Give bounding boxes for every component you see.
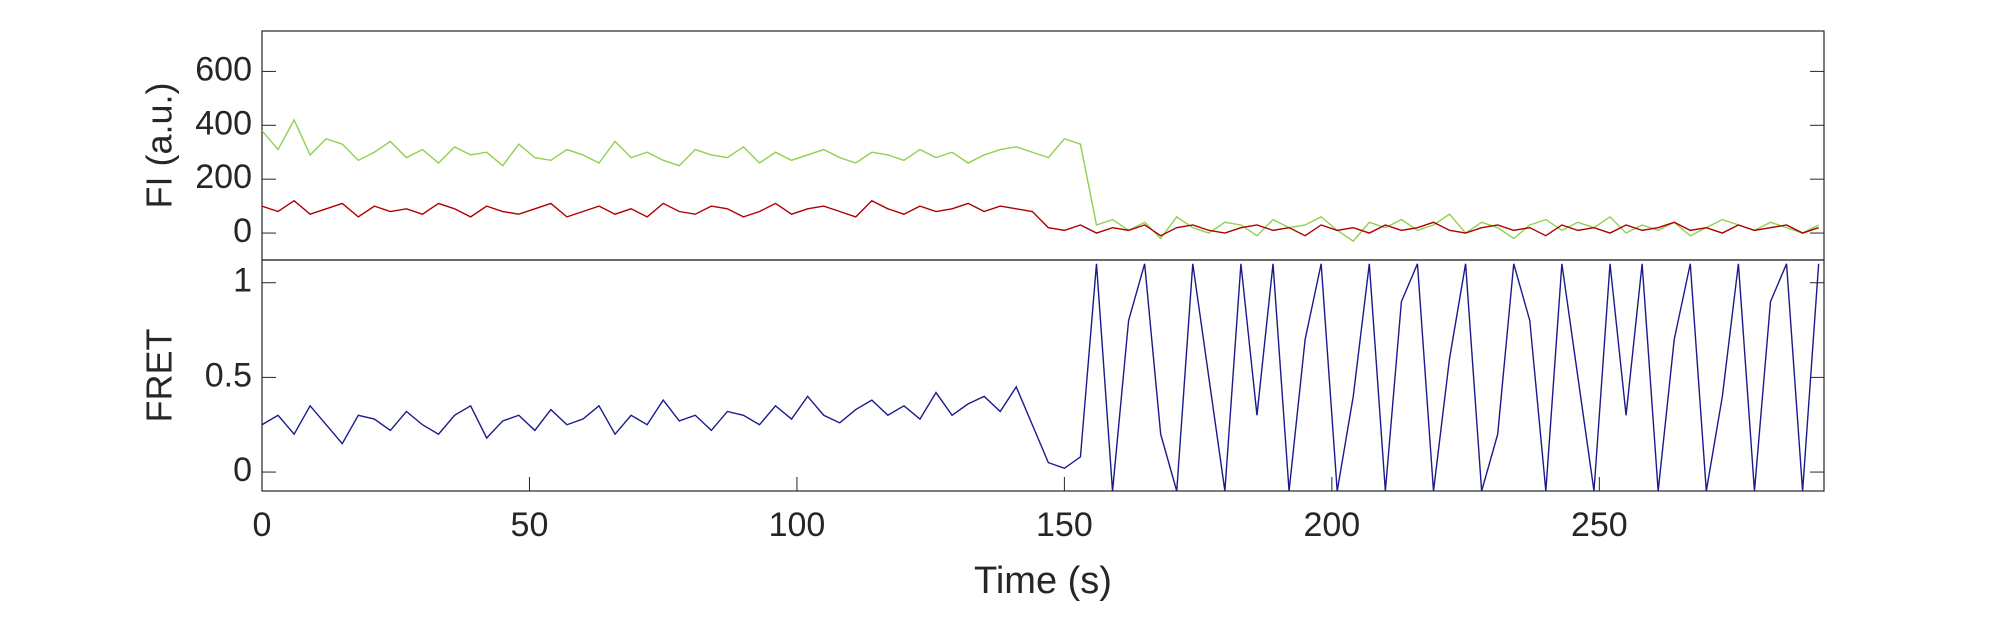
y-tick-label: 1 xyxy=(233,262,252,300)
y-axis-label: FI (a.u.) xyxy=(139,82,180,208)
y-tick-label: 0.5 xyxy=(205,356,252,394)
x-tick-label: 100 xyxy=(769,506,826,544)
y-tick-label: 0 xyxy=(233,212,252,250)
trace xyxy=(262,118,1819,243)
x-tick-label: 200 xyxy=(1303,506,1360,544)
x-tick-label: 0 xyxy=(253,506,272,544)
y-tick-label: 0 xyxy=(233,451,252,489)
x-tick-label: 50 xyxy=(511,506,549,544)
trace xyxy=(262,263,1820,491)
plot-area xyxy=(262,263,1820,491)
x-axis-label: Time (s) xyxy=(974,560,1112,602)
y-tick-label: 200 xyxy=(195,158,252,196)
x-tick-label: 250 xyxy=(1571,506,1628,544)
bottom-axes-frame xyxy=(261,259,1825,492)
y-tick-label: 600 xyxy=(195,50,252,88)
plot-area xyxy=(262,118,1819,243)
x-tick-label: 150 xyxy=(1036,506,1093,544)
trace xyxy=(262,199,1819,237)
y-axis-label: FRET xyxy=(139,329,180,423)
y-tick-label: 400 xyxy=(195,104,252,142)
